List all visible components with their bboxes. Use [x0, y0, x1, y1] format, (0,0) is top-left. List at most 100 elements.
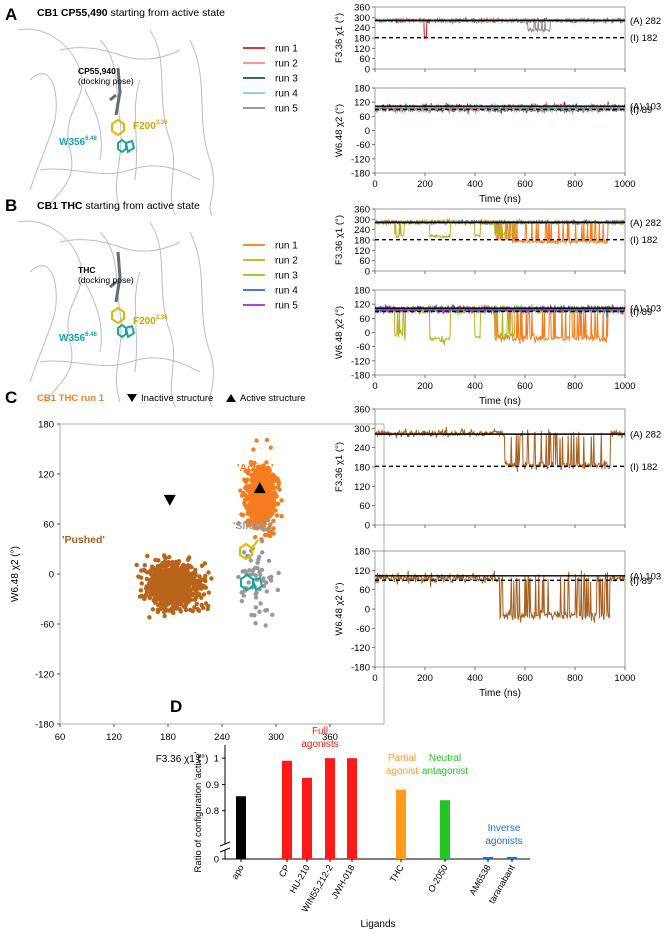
panel-a-title-bold: CB1 CP55,490 — [37, 7, 108, 19]
y-tick-label: 120 — [354, 482, 370, 493]
scatter-point-active — [249, 477, 254, 482]
x-axis-label: Time (ns) — [479, 688, 521, 699]
y-tick-label: 240 — [354, 225, 370, 236]
y-tick-label: 360 — [354, 405, 370, 416]
y-tick-label: 180 — [354, 463, 370, 474]
scatter-point-sliding — [260, 550, 265, 555]
scatter-point-sliding — [254, 590, 259, 595]
residue-icons — [239, 539, 264, 592]
x-tick-label: 60 — [55, 732, 66, 743]
scatter-point-pushed — [183, 607, 189, 613]
scatter-point-pushed — [202, 577, 207, 583]
panel-c-legend-active-marker — [226, 394, 236, 402]
y-axis-label: F3.36 χ1 (°) — [334, 215, 345, 265]
x-tick-label: 0 — [372, 179, 377, 190]
x-tick-label: 200 — [417, 381, 433, 392]
group-label: agonist — [386, 766, 418, 777]
y-tick-label: 0 — [49, 570, 54, 581]
y-tick-label: -180 — [351, 663, 370, 674]
scatter-point-active — [244, 505, 249, 510]
scatter-point-pushed — [203, 573, 208, 579]
series-line-run-5 — [374, 102, 626, 114]
scatter-point-active — [256, 510, 261, 515]
scatter-point-active — [267, 533, 273, 539]
legend-label: run 5 — [275, 104, 298, 115]
scatter-point-active — [247, 522, 253, 527]
scatter-point-sliding — [258, 601, 263, 606]
panel-a-w-label-sup: 6.48 — [85, 136, 97, 142]
scatter-point-pushed — [161, 609, 167, 615]
scatter-point-sliding — [252, 613, 257, 618]
scatter-point-active — [264, 437, 270, 443]
ref-line-label: (A) 103 — [630, 102, 661, 113]
scatter-point-pushed — [148, 572, 154, 577]
x-tick-label: O-2050 — [426, 863, 450, 894]
y-tick-label: 360 — [354, 3, 370, 14]
panel-b-f-label-sup: 3.36 — [156, 315, 168, 321]
bar-thc — [396, 789, 406, 859]
y-axis-label: F3.36 χ1 (°) — [334, 13, 345, 63]
scatter-point-active — [274, 513, 280, 518]
x-tick-label: CP — [277, 863, 292, 879]
scatter-point-active — [261, 521, 266, 526]
y-axis-label: W6.48 χ2 (°) — [10, 546, 21, 602]
scatter-point-active — [251, 447, 256, 452]
scatter-point-pushed — [142, 568, 148, 573]
ref-line-label: (A) 282 — [630, 16, 661, 27]
scatter-point-pushed — [199, 595, 204, 600]
panel-a-f-label-sup: 3.36 — [156, 120, 168, 126]
y-tick-label: 60 — [359, 314, 370, 325]
y-tick-label: -180 — [35, 720, 54, 731]
scatter-point-active — [275, 501, 280, 506]
y-tick-label: -120 — [35, 670, 54, 681]
group-label: agonists — [485, 836, 522, 847]
scatter-point-pushed — [158, 606, 163, 612]
scatter-point-sliding — [268, 578, 274, 583]
x-tick-label: 800 — [567, 381, 583, 392]
scatter-point-sliding — [270, 612, 275, 617]
scatter-point-pushed — [144, 576, 150, 582]
y-tick-label: 60 — [359, 256, 370, 267]
scatter-point-sliding — [266, 558, 272, 563]
scatter-point-active — [257, 503, 262, 508]
scatter-point-pushed — [144, 584, 149, 589]
scatter-point-sliding — [266, 517, 271, 523]
scatter-point-sliding — [239, 598, 244, 604]
y-tick-label: 0 — [365, 126, 370, 137]
scatter-point-pushed — [180, 596, 185, 601]
y-tick-label: 0 — [365, 605, 370, 616]
scatter-point-active — [243, 479, 249, 485]
scatter-point-pushed — [176, 587, 181, 592]
scatter-point-sliding — [264, 589, 269, 594]
x-tick-label: 240 — [214, 732, 230, 743]
scatter-point-active — [247, 495, 252, 501]
scatter-point-active — [270, 472, 275, 477]
ref-line-label: (A) 103 — [630, 571, 661, 582]
chart-c-scatter: 60 120 180 240 300 360 -180 -120 -60 0 60 120 180 F3.… — [10, 420, 385, 765]
legend-label: run 3 — [275, 74, 298, 85]
panel-b-ligand-label-1: THC — [78, 265, 95, 275]
y-tick-label: 360 — [354, 205, 370, 216]
panel-c-legend-inactive: Inactive structure — [141, 393, 213, 404]
scatter-point-active — [260, 511, 265, 517]
panel-c-legend-run: CB1 THC run 1 — [37, 393, 105, 404]
scatter-point-pushed — [175, 567, 180, 573]
scatter-point-active — [265, 477, 270, 482]
panel-a-letter: A — [5, 5, 17, 24]
scatter-point-active — [261, 503, 266, 508]
scatter-point-pushed — [177, 583, 182, 589]
scatter-point-pushed — [138, 575, 144, 580]
panel-a-w-label: W3566.48 — [59, 136, 97, 148]
y-tick-label: 120 — [354, 300, 370, 311]
x-axis-label: Time (ns) — [479, 396, 521, 407]
scatter-point-pushed — [167, 554, 172, 560]
y-tick-label: 300 — [354, 424, 370, 435]
x-tick-label: 180 — [160, 732, 176, 743]
x-tick-label: 360 — [322, 732, 338, 743]
scatter-point-pushed — [181, 573, 186, 578]
y-tick-label: 120 — [354, 566, 370, 577]
bar-apo — [236, 796, 246, 859]
scatter-point-sliding — [253, 605, 259, 610]
